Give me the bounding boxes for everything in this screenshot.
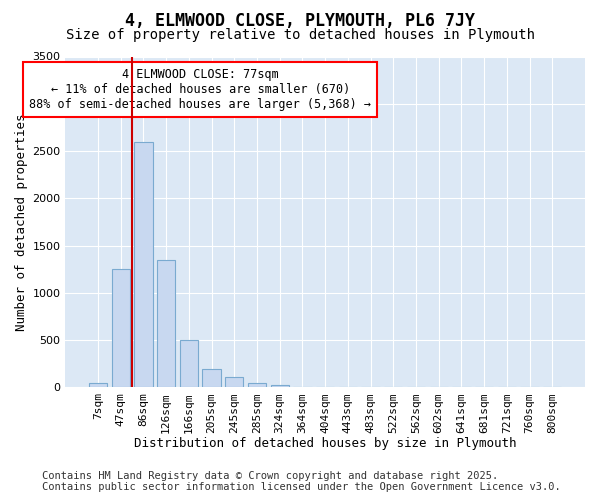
Bar [180,340,198,388]
Text: 4, ELMWOOD CLOSE, PLYMOUTH, PL6 7JY: 4, ELMWOOD CLOSE, PLYMOUTH, PL6 7JY [125,12,475,30]
Bar [157,260,175,388]
Text: Size of property relative to detached houses in Plymouth: Size of property relative to detached ho… [65,28,535,42]
Bar [112,270,130,388]
X-axis label: Distribution of detached houses by size in Plymouth: Distribution of detached houses by size … [134,437,517,450]
Bar [248,382,266,388]
Bar [225,377,244,388]
Bar [271,384,289,388]
Bar [134,142,152,388]
Bar [89,382,107,388]
Bar [202,368,221,388]
Text: Contains HM Land Registry data © Crown copyright and database right 2025.
Contai: Contains HM Land Registry data © Crown c… [42,471,561,492]
Text: 4 ELMWOOD CLOSE: 77sqm
← 11% of detached houses are smaller (670)
88% of semi-de: 4 ELMWOOD CLOSE: 77sqm ← 11% of detached… [29,68,371,111]
Y-axis label: Number of detached properties: Number of detached properties [15,113,28,330]
